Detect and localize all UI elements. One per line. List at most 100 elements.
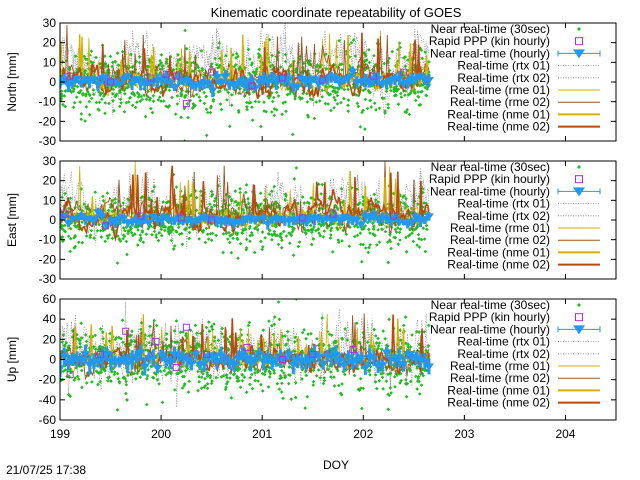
point-nrt30 <box>136 360 141 364</box>
y-tick-label: -20 <box>39 373 57 387</box>
point-nrt30 <box>199 386 204 390</box>
point-nrt30 <box>98 228 103 233</box>
point-nrt30 <box>304 336 308 341</box>
point-nrt30 <box>414 374 418 379</box>
point-nrt30 <box>411 349 416 354</box>
point-nrt30 <box>401 195 405 199</box>
point-nrt30 <box>398 328 402 333</box>
point-nrt30 <box>366 48 371 52</box>
point-nrt30 <box>386 102 390 107</box>
point-nrt30 <box>116 376 121 381</box>
point-nrt30 <box>244 183 249 187</box>
point-nrt30 <box>211 99 216 104</box>
y-axis-label: Up [mm] <box>5 337 19 382</box>
point-nrt30 <box>123 228 127 233</box>
point-nrt30 <box>273 223 278 227</box>
point-nrt30 <box>210 231 215 236</box>
point-ppp <box>172 364 180 372</box>
point-nrt30 <box>169 238 174 243</box>
point-nrt30 <box>427 60 431 64</box>
point-nrt30 <box>200 375 204 380</box>
point-nrt30 <box>376 200 380 204</box>
point-nrt30 <box>404 395 409 399</box>
point-nrt30 <box>212 322 216 326</box>
point-nrt30 <box>93 190 97 195</box>
point-nrt30 <box>140 229 145 233</box>
point-nrt30 <box>107 339 112 343</box>
point-nrt30 <box>387 68 392 73</box>
point-nrt30 <box>387 317 391 322</box>
point-nrt30 <box>120 318 125 323</box>
point-nrt30 <box>241 228 245 232</box>
point-nrt30 <box>280 381 284 386</box>
point-nrt30 <box>405 381 410 386</box>
point-nrt30 <box>318 70 322 74</box>
point-nrt30 <box>376 336 380 341</box>
point-nrt30 <box>93 347 98 351</box>
point-nrt30 <box>68 196 73 201</box>
point-hourly <box>292 83 303 91</box>
point-hourly <box>309 76 320 84</box>
point-hourly <box>368 355 379 363</box>
point-nrt30 <box>175 102 180 106</box>
point-nrt30 <box>184 226 188 231</box>
point-nrt30 <box>383 337 387 341</box>
point-nrt30 <box>273 200 278 204</box>
point-nrt30 <box>162 368 167 373</box>
point-nrt30 <box>67 344 71 348</box>
point-nrt30 <box>164 59 169 64</box>
point-nrt30 <box>406 345 411 349</box>
point-nrt30 <box>232 64 237 69</box>
point-nrt30 <box>335 368 340 373</box>
point-nrt30 <box>192 104 197 108</box>
point-nrt30 <box>238 385 243 390</box>
point-nrt30 <box>117 199 121 203</box>
point-nrt30 <box>263 236 267 240</box>
point-nrt30 <box>346 103 350 108</box>
point-nrt30 <box>185 60 189 65</box>
point-nrt30 <box>130 65 135 70</box>
point-nrt30 <box>402 201 406 205</box>
point-nrt30 <box>68 226 73 231</box>
point-nrt30 <box>270 99 275 104</box>
point-nrt30 <box>267 37 272 42</box>
point-nrt30 <box>356 387 361 392</box>
point-nrt30 <box>272 184 277 189</box>
point-nrt30 <box>414 227 418 231</box>
point-nrt30 <box>426 344 431 348</box>
point-nrt30 <box>260 230 265 234</box>
point-nrt30 <box>260 389 265 393</box>
point-hourly <box>394 354 405 362</box>
point-nrt30 <box>278 376 282 381</box>
point-nrt30 <box>268 371 273 376</box>
point-nrt30 <box>407 112 412 117</box>
point-nrt30 <box>229 197 234 202</box>
point-nrt30 <box>332 221 336 226</box>
legend-label: Real-time (nme 02) <box>447 396 550 410</box>
point-nrt30 <box>160 64 165 69</box>
point-nrt30 <box>340 239 344 243</box>
point-nrt30 <box>377 378 382 383</box>
point-nrt30 <box>333 203 338 208</box>
point-hourly <box>144 219 155 227</box>
point-nrt30 <box>83 119 87 123</box>
point-nrt30 <box>138 99 142 104</box>
point-hourly <box>419 358 430 366</box>
point-nrt30 <box>225 98 229 102</box>
point-nrt30 <box>423 249 428 254</box>
legend-marker-triangle <box>573 49 585 59</box>
point-nrt30 <box>195 341 200 346</box>
point-nrt30 <box>257 203 262 208</box>
point-nrt30 <box>362 225 367 229</box>
point-nrt30 <box>194 195 199 200</box>
point-nrt30 <box>271 67 275 71</box>
point-nrt30 <box>348 65 352 70</box>
point-nrt30 <box>342 96 346 101</box>
point-nrt30 <box>327 93 331 97</box>
point-nrt30 <box>396 242 401 247</box>
point-nrt30 <box>63 89 68 93</box>
point-nrt30 <box>322 376 326 380</box>
point-nrt30 <box>84 204 88 209</box>
point-nrt30 <box>201 371 205 376</box>
point-nrt30 <box>133 225 138 229</box>
